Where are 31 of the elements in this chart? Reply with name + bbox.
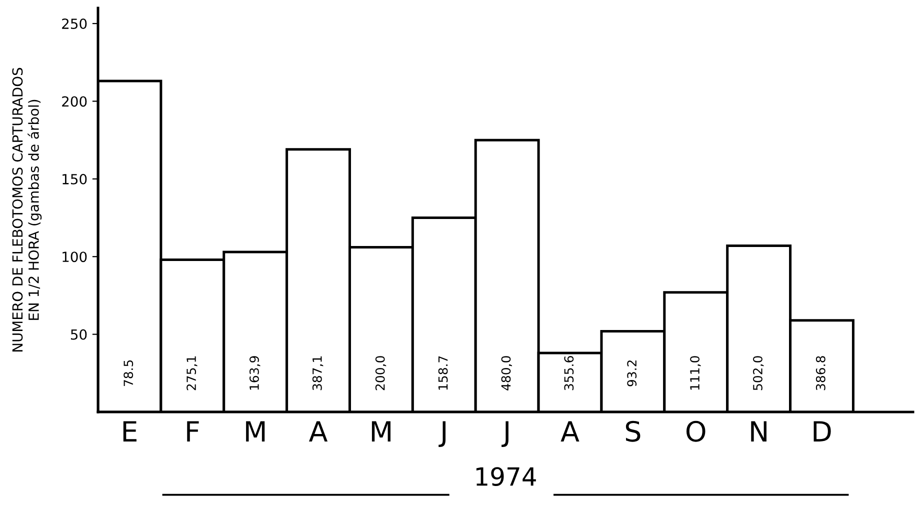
y-axis-title: NUMERO DE FLEBOTOMOS CAPTURADOS EN 1/2 HORA (gambas de árbol) [12, 68, 42, 352]
x-tick-label: F [187, 421, 199, 442]
x-tick-label: M [372, 421, 390, 442]
y-tick-label: 150 [62, 174, 87, 184]
annotation: 93.2 [627, 360, 637, 386]
x-tick-label: D [814, 421, 831, 442]
annotation: 387,1 [312, 356, 324, 390]
y-tick-label: 250 [62, 18, 87, 30]
x-tick-label: J [438, 421, 446, 447]
x-tick-label: A [308, 421, 328, 442]
y-tick-label: 100 [62, 252, 87, 262]
annotation: 78.5 [124, 360, 134, 386]
x-tick-label: A [560, 421, 580, 442]
x-tick-label: M [246, 421, 265, 442]
annotation: 355.6 [564, 356, 574, 390]
x-axis-title: 1974 [476, 467, 536, 486]
annotation: 111,0 [690, 356, 701, 390]
annotation: 200,0 [375, 356, 386, 390]
annotation: 480,0 [501, 356, 512, 390]
y-tick-label: 50 [70, 329, 87, 340]
y-tick-label: 200 [62, 96, 87, 107]
annotation: 158.7 [438, 356, 448, 390]
annotation: 275,1 [186, 356, 198, 390]
x-tick-label: O [686, 420, 706, 442]
annotation: 163,9 [250, 356, 260, 390]
x-tick-label: J [502, 421, 508, 447]
x-tick-label: S [626, 420, 640, 442]
annotation: 386.8 [816, 356, 826, 390]
annotation: 502,0 [752, 356, 764, 390]
x-tick-label: N [751, 421, 766, 442]
x-tick-label: E [123, 421, 136, 442]
